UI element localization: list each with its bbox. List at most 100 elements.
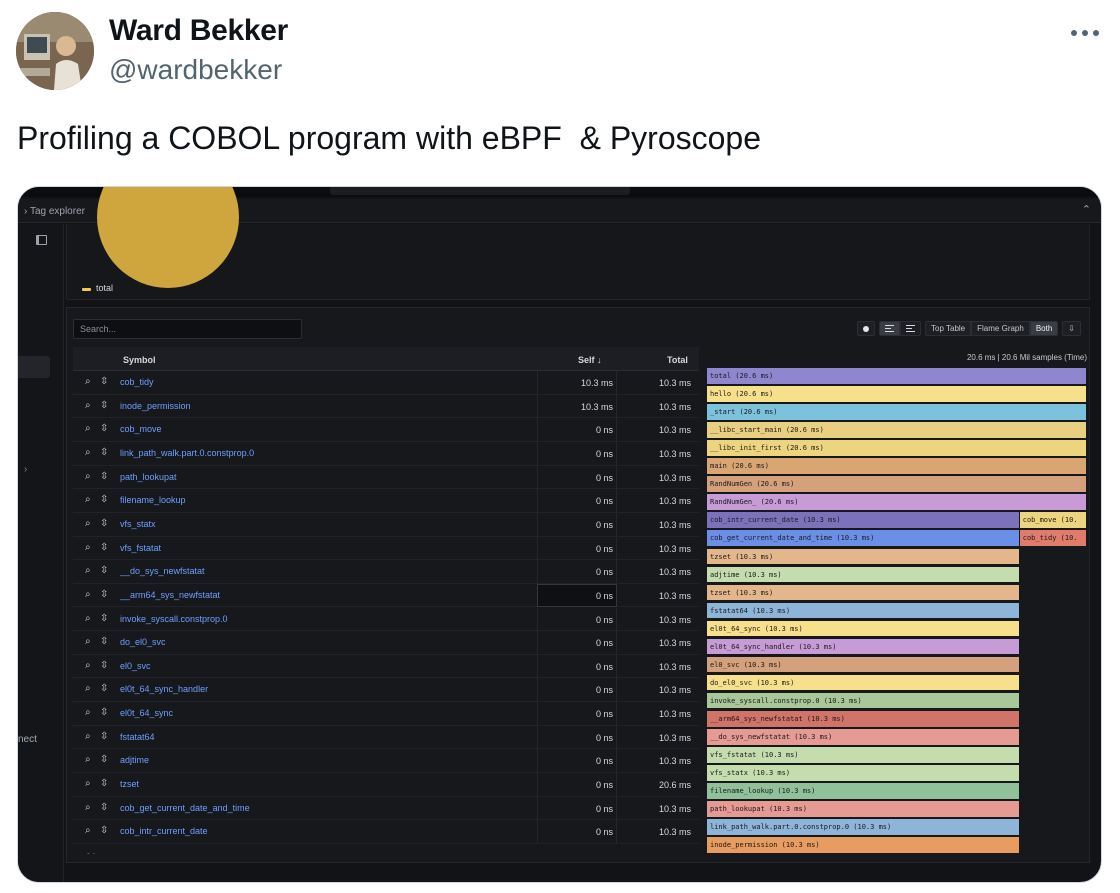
search-input[interactable] <box>73 319 302 339</box>
table-row[interactable]: ⌕ ⇳ __do_sys_newfstatat 0 ns 10.3 ms <box>73 560 699 584</box>
symbol-link[interactable]: filename_lookup <box>120 495 186 506</box>
table-row[interactable]: ⌕ ⇳ adjtime 0 ns 10.3 ms <box>73 749 699 774</box>
search-icon[interactable]: ⌕ <box>85 778 91 790</box>
sandwich-view-icon[interactable]: ⇳ <box>100 588 109 600</box>
sidebar-active-item[interactable] <box>18 356 50 378</box>
flame-bar[interactable]: __libc_init_first (20.6 ms) <box>707 440 1087 457</box>
search-icon[interactable]: ⌕ <box>85 565 91 577</box>
flame-bar[interactable]: cob_intr_current_date (10.3 ms) <box>707 512 1020 529</box>
table-row[interactable]: ⌕ ⇳ vfs_statx 0 ns 10.3 ms <box>73 512 699 537</box>
table-row[interactable]: ⌕ ⇳ tzset 0 ns 20.6 ms <box>73 773 699 797</box>
table-row[interactable]: ⌕ ⇳ cob_get_current_date_and_time 0 ns 10.3 … <box>73 796 699 821</box>
symbol-link[interactable]: __arm64_sys_newfstatat <box>120 589 221 600</box>
author-handle[interactable]: @wardbekker <box>109 54 283 85</box>
symbol-link[interactable]: inode_permission <box>120 400 191 411</box>
table-row[interactable]: ⌕ ⇳ el0_svc 0 ns 10.3 ms <box>73 654 699 679</box>
symbol-link[interactable]: link_path_walk.part.0.constprop.0 <box>120 447 255 458</box>
flame-bar[interactable]: vfs_fstatat (10.3 ms) <box>707 747 1020 764</box>
flame-bar[interactable]: fstatat64 (10.3 ms) <box>707 602 1020 620</box>
search-icon[interactable]: ⌕ <box>85 612 91 624</box>
table-row[interactable]: ⌕ ⇳ invoke_syscall.constprop.0 0 ns 10.3 ms <box>73 607 699 632</box>
more-options-icon[interactable] <box>1066 22 1104 44</box>
flame-bar[interactable]: tzset (10.3 ms) <box>707 548 1020 566</box>
column-total[interactable]: Total <box>667 355 688 365</box>
sandwich-view-icon[interactable]: ⇳ <box>100 494 109 506</box>
flame-bar[interactable]: filename_lookup (10.3 ms) <box>707 783 1020 800</box>
flame-bar[interactable]: RandNumGen_ (20.6 ms) <box>707 494 1087 511</box>
search-icon[interactable]: ⌕ <box>85 399 91 411</box>
flame-bar[interactable]: _start (20.6 ms) <box>707 404 1087 421</box>
search-icon[interactable]: ⌕ <box>85 730 91 742</box>
author-name[interactable]: Ward Bekker <box>109 14 288 47</box>
flame-bar[interactable]: cob_tidy (10. <box>1019 530 1087 548</box>
legend-label[interactable]: total <box>96 283 114 293</box>
flame-bar[interactable]: el0t_64_sync_handler (10.3 ms) <box>707 638 1020 656</box>
table-row[interactable]: ⌕ ⇳ cob_intr_current_date 0 ns 10.3 ms <box>73 820 699 844</box>
sandwich-view-icon[interactable]: ⇳ <box>100 565 109 577</box>
search-icon[interactable]: ⌕ <box>85 517 91 529</box>
search-icon[interactable]: ⌕ <box>85 588 91 600</box>
table-row[interactable]: ⌕ ⇳ do_el0_svc 0 ns 10.3 ms <box>73 631 699 655</box>
search-icon[interactable]: ⌕ <box>85 376 91 387</box>
flame-bar[interactable]: el0_svc (10.3 ms) <box>707 656 1020 674</box>
table-row[interactable]: ⌕ ⇳ path_lookupat 0 ns 10.3 ms <box>73 465 699 490</box>
flame-bar[interactable]: cob_move (10. <box>1019 512 1087 529</box>
sandwich-view-icon[interactable]: ⇳ <box>100 707 109 719</box>
symbol-link[interactable]: adjtime <box>120 755 150 766</box>
search-icon[interactable]: ⌕ <box>85 636 91 648</box>
symbol-link[interactable]: invoke_syscall.constprop.0 <box>120 613 228 624</box>
export-icon[interactable]: ⇩ <box>1062 321 1081 336</box>
sandwich-view-icon[interactable]: ⇳ <box>100 730 109 742</box>
flame-bar[interactable]: do_el0_svc (10.3 ms) <box>707 674 1020 692</box>
sandwich-view-icon[interactable]: ⇳ <box>100 612 109 624</box>
column-self[interactable]: Self ↓ <box>578 355 602 365</box>
search-icon[interactable]: ⌕ <box>85 494 91 506</box>
table-row[interactable]: ⌕ ⇳ link_path_walk.part.0.constprop.0 0 ns 1… <box>73 441 699 466</box>
sandwich-view-icon[interactable]: ⇳ <box>100 399 109 411</box>
collapse-chevron-icon[interactable]: ⌃ <box>1081 204 1091 216</box>
symbol-link[interactable]: cob_tidy <box>120 377 154 387</box>
table-row[interactable]: ⌕ ⇳ el0t_64_sync 0 ns 10.3 ms <box>73 702 699 726</box>
flame-bar[interactable]: __arm64_sys_newfstatat (10.3 ms) <box>707 710 1020 728</box>
table-row[interactable]: ⌕ ⇳ el0t_64_sync_handler 0 ns 10.3 ms <box>73 678 699 703</box>
flame-bar[interactable]: total (20.6 ms) <box>707 368 1087 385</box>
search-icon[interactable]: ⌕ <box>85 754 91 766</box>
search-icon[interactable]: ⌕ <box>85 659 91 671</box>
flame-graph[interactable]: 20.6 ms | 20.6 Mil samples (Time) total … <box>707 347 1087 854</box>
table-row[interactable]: ⌕ ⇳ cob_move 0 ns 10.3 ms <box>73 418 699 442</box>
symbol-link[interactable]: vfs_fstatat <box>120 542 162 553</box>
search-icon[interactable]: ⌕ <box>85 446 91 458</box>
view-top-table-button[interactable]: Top Table <box>925 321 972 336</box>
table-row[interactable]: ⌕ ⇳ __arm64_sys_newfstatat 0 ns 10.3 ms <box>73 583 699 608</box>
search-icon[interactable]: ⌕ <box>85 541 91 553</box>
flame-bar[interactable]: inode_permission (10.3 ms) <box>707 837 1020 854</box>
sandwich-view-icon[interactable]: ⇳ <box>100 517 109 529</box>
symbol-link[interactable]: vfs_statx <box>120 518 156 529</box>
flame-bar[interactable]: __libc_start_main (20.6 ms) <box>707 422 1087 439</box>
flame-bar[interactable]: path_lookupat (10.3 ms) <box>707 801 1020 818</box>
symbol-link[interactable]: path_lookupat <box>120 471 177 482</box>
avatar[interactable] <box>16 12 94 90</box>
color-mode-icon[interactable] <box>857 321 876 336</box>
symbol-link[interactable]: el0t_64_sync_handler <box>120 684 209 695</box>
view-flame-graph-button[interactable]: Flame Graph <box>971 321 1030 336</box>
table-row[interactable]: ⌕ ⇳ cob_tidy 10.3 ms 10.3 ms <box>73 371 699 395</box>
flame-bar[interactable]: tzset (10.3 ms) <box>707 584 1020 602</box>
sandwich-view-icon[interactable]: ⇳ <box>100 470 109 482</box>
flame-bar[interactable]: __do_sys_newfstatat (10.3 ms) <box>707 729 1020 746</box>
search-icon[interactable]: ⌕ <box>85 801 91 813</box>
sandwich-view-icon[interactable]: ⇳ <box>100 446 109 458</box>
flame-bar[interactable]: RandNumGen (20.6 ms) <box>707 476 1087 493</box>
flame-bar[interactable]: adjtime (10.3 ms) <box>707 566 1020 584</box>
table-row[interactable]: ⌕ ⇳ vfs_fstatat 0 ns 10.3 ms <box>73 536 699 561</box>
flame-bar[interactable]: link_path_walk.part.0.constprop.0 (10.3 … <box>707 819 1020 836</box>
symbol-link[interactable]: el0_svc <box>120 660 151 671</box>
panel-toggle-icon[interactable] <box>36 235 47 245</box>
symbol-link[interactable]: cob_move <box>120 424 162 435</box>
flame-bar[interactable]: main (20.6 ms) <box>707 458 1087 475</box>
sandwich-view-icon[interactable]: ⇳ <box>100 825 109 837</box>
symbol-link[interactable]: do_el0_svc <box>120 637 166 648</box>
view-both-button[interactable]: Both <box>1029 321 1059 336</box>
search-icon[interactable]: ⌕ <box>85 423 91 435</box>
flame-bar[interactable]: cob_get_current_date_and_time (10.3 ms) <box>707 530 1020 548</box>
